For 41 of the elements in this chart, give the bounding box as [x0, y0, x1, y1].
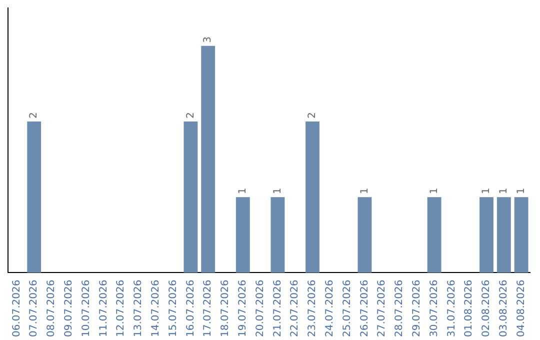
x-tick-label: 21.07.2026	[272, 280, 284, 338]
data-label: 2	[185, 112, 196, 118]
data-label: 1	[428, 188, 440, 194]
data-label: 2	[307, 112, 318, 118]
x-tick-label: 24.07.2026	[324, 280, 336, 338]
data-label: 1	[237, 188, 248, 194]
x-tick-label: 15.07.2026	[168, 280, 179, 338]
data-label: 3	[202, 36, 214, 43]
x-tick-label: 23.07.2026	[307, 280, 318, 338]
x-tick-label: 17.07.2026	[202, 280, 214, 338]
x-tick-label: 06.07.2026	[11, 280, 22, 338]
data-label: 1	[272, 188, 284, 194]
x-tick-label: 07.07.2026	[28, 280, 40, 338]
x-tick-label: 29.07.2026	[411, 280, 422, 338]
x-tick-label: 20.07.2026	[254, 280, 266, 338]
x-tick-label: 26.07.2026	[359, 280, 370, 338]
data-label: 1	[498, 188, 510, 194]
x-tick-label: 14.07.2026	[150, 280, 162, 338]
data-label: 1	[516, 188, 527, 194]
data-label: 1	[359, 188, 370, 194]
x-tick-label: 18.07.2026	[220, 280, 232, 338]
data-label: 1	[481, 188, 492, 194]
x-tick-label: 19.07.2026	[237, 280, 248, 338]
x-tick-label: 03.08.2026	[498, 280, 510, 338]
x-tick-label: 08.07.2026	[46, 280, 58, 338]
x-tick-label: 13.07.2026	[133, 280, 144, 338]
x-tick-label: 31.07.2026	[446, 280, 458, 338]
x-tick-label: 16.07.2026	[185, 280, 196, 338]
x-tick-label: 04.08.2026	[516, 280, 527, 338]
x-tick-label: 22.07.2026	[290, 280, 301, 338]
x-tick-label: 11.07.2026	[98, 280, 110, 338]
x-tick-label: 27.07.2026	[376, 280, 388, 338]
x-tick-label: 10.07.2026	[80, 280, 92, 338]
x-tick-label: 09.07.2026	[63, 280, 74, 338]
x-tick-label: 25.07.2026	[342, 280, 353, 338]
x-tick-label: 02.08.2026	[481, 280, 492, 338]
x-tick-label: 28.07.2026	[394, 280, 406, 338]
data-label: 2	[28, 112, 40, 118]
x-tick-label: 12.07.2026	[116, 280, 127, 338]
x-tick-label: 01.08.2026	[464, 280, 475, 338]
x-tick-label: 30.07.2026	[428, 280, 440, 338]
